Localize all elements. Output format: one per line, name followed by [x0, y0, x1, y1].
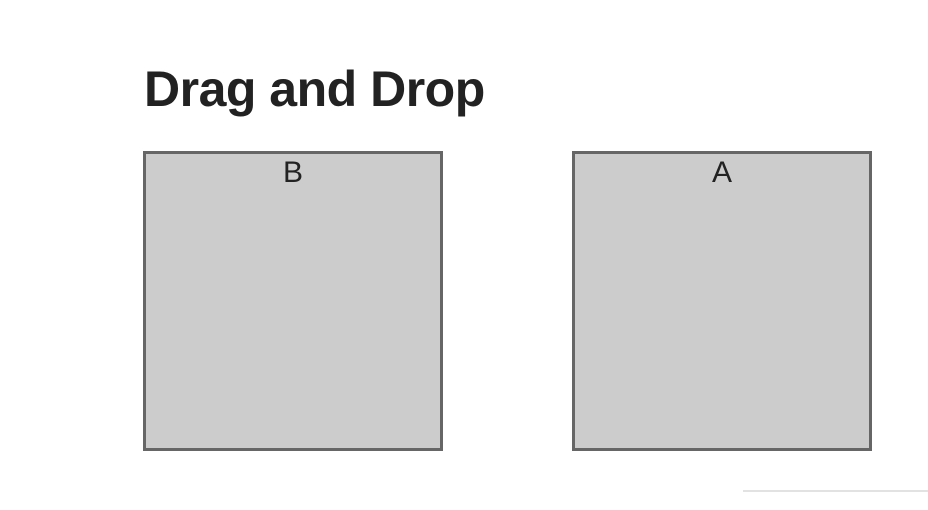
- column-b-header: A: [711, 156, 732, 189]
- footer-divider: [743, 490, 928, 492]
- draggable-column-b[interactable]: A: [572, 151, 872, 451]
- draggable-column-a[interactable]: B: [143, 151, 443, 451]
- column-a-header: B: [282, 156, 303, 189]
- page-title: Drag and Drop: [144, 61, 485, 117]
